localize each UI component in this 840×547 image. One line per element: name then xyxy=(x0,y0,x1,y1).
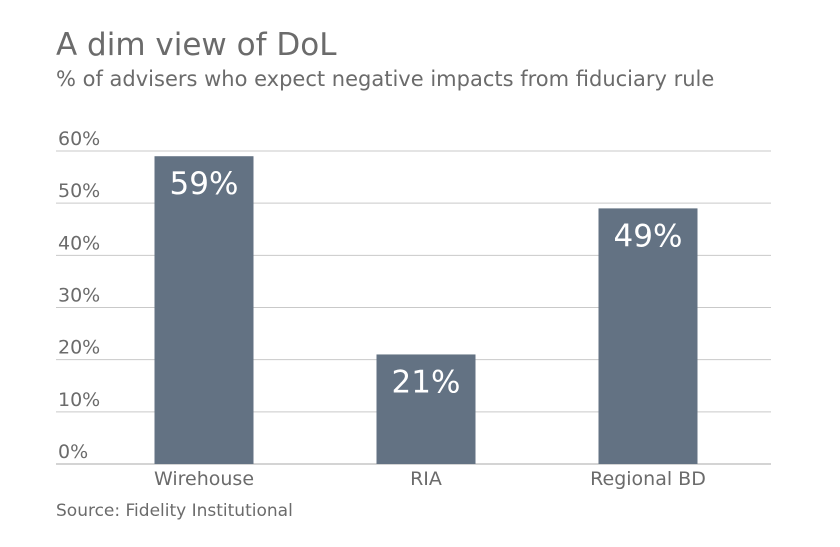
bar-wirehouse xyxy=(154,156,254,464)
bar-regional-bd xyxy=(598,208,698,464)
data-label: 59% xyxy=(170,166,239,202)
chart-subtitle: % of advisers who expect negative impact… xyxy=(56,67,715,91)
bar-ria xyxy=(376,354,476,464)
x-tick-label: Wirehouse xyxy=(154,468,254,490)
data-label: 49% xyxy=(614,218,683,254)
bars xyxy=(154,156,698,464)
y-tick-label: 60% xyxy=(58,128,100,150)
data-labels: 59% 21% 49% xyxy=(170,166,683,400)
y-tick-label: 20% xyxy=(58,337,100,359)
x-tick-label: Regional BD xyxy=(590,468,706,490)
y-tick-label: 30% xyxy=(58,285,100,307)
x-tick-label: RIA xyxy=(410,468,442,490)
chart-title: A dim view of DoL xyxy=(56,27,337,63)
data-label: 21% xyxy=(392,364,461,400)
y-tick-label: 40% xyxy=(58,232,100,254)
x-axis-category-labels: Wirehouse RIA Regional BD xyxy=(154,468,706,490)
y-axis-tick-labels: 0% 10% 20% 30% 40% 50% 60% xyxy=(58,128,100,463)
y-tick-label: 0% xyxy=(58,441,88,463)
y-tick-label: 10% xyxy=(58,389,100,411)
y-tick-label: 50% xyxy=(58,180,100,202)
source-note: Source: Fidelity Institutional xyxy=(56,501,293,521)
